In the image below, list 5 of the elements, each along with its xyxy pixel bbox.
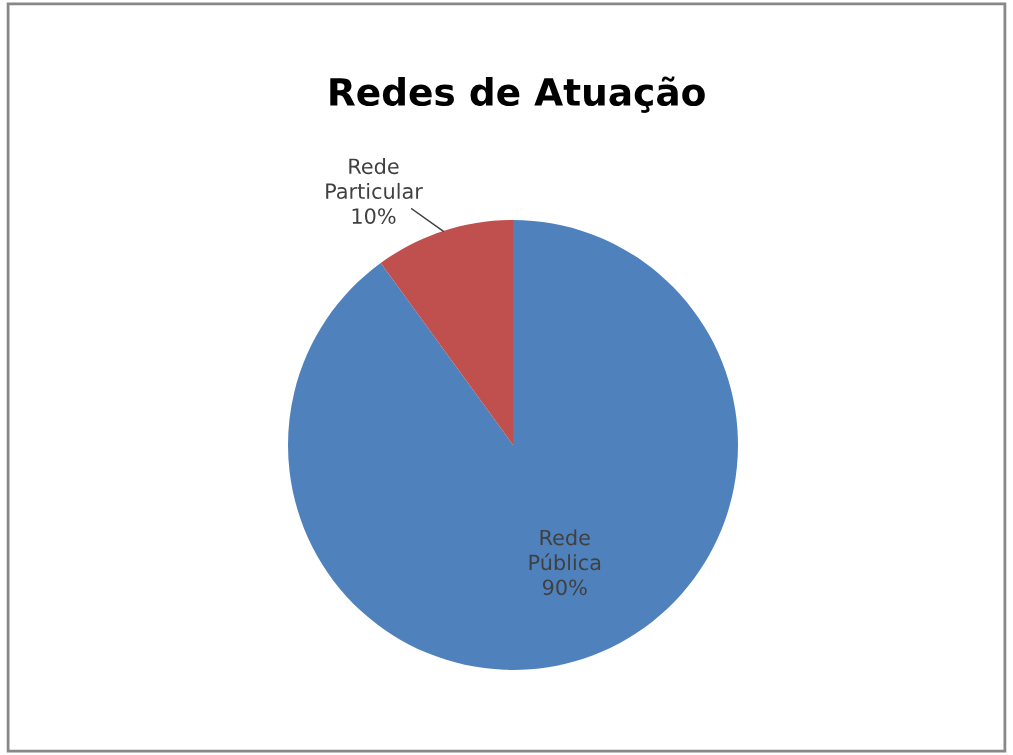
data-label: 90%: [542, 579, 587, 596]
slice-label: Rede Particular: [326, 158, 423, 200]
slice-label: Rede Pública: [529, 529, 601, 571]
chart-title: Redes de Atuação: [330, 76, 705, 113]
data-label: 10%: [352, 208, 396, 224]
